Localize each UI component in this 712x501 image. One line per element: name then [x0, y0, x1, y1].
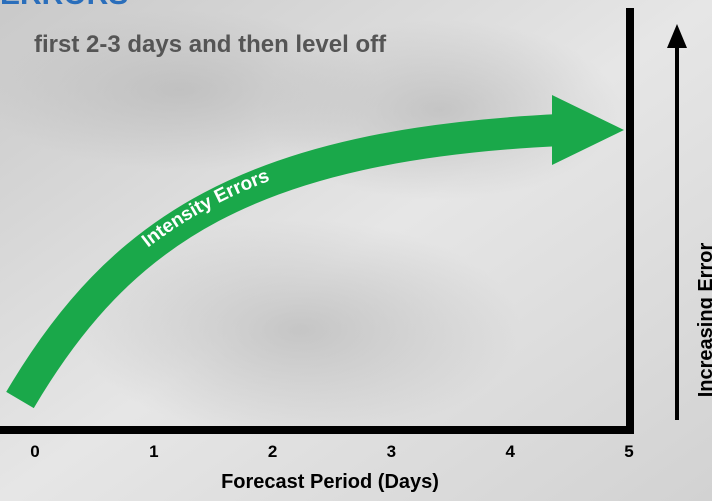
subtitle: first 2-3 days and then level off [34, 31, 387, 58]
title: ERRORS [0, 0, 128, 11]
x-tick-label: 5 [624, 442, 633, 461]
x-tick-label: 4 [505, 442, 515, 461]
x-tick-label: 1 [149, 442, 158, 461]
x-tick-label: 0 [30, 442, 39, 461]
x-tick-label: 2 [268, 442, 277, 461]
x-tick-label: 3 [387, 442, 396, 461]
y-axis-label: Increasing Error [695, 243, 712, 398]
x-axis-label: Forecast Period (Days) [221, 471, 439, 493]
slide: ERRORS first 2-3 days and then level off… [0, 0, 712, 501]
